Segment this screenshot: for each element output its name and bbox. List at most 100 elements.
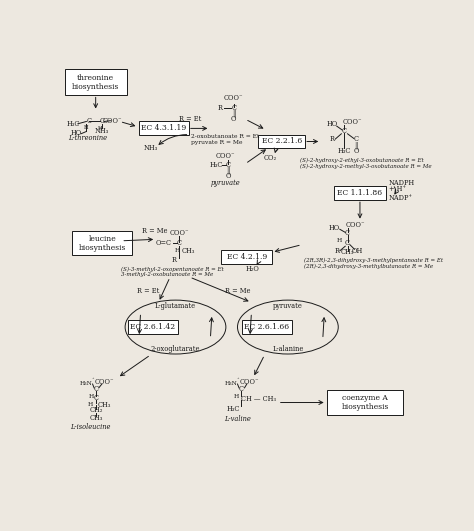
Text: CH₃: CH₃: [341, 249, 354, 256]
Text: O: O: [226, 172, 231, 180]
Text: H₃N: H₃N: [225, 381, 238, 386]
FancyBboxPatch shape: [334, 186, 385, 200]
Text: H₃C: H₃C: [338, 147, 351, 155]
Text: EC 2.2.1.6: EC 2.2.1.6: [262, 138, 302, 145]
Text: (2R)-2,3-dihydroxy-3-methylbutanoate R = Me: (2R)-2,3-dihydroxy-3-methylbutanoate R =…: [304, 263, 433, 269]
Text: COO⁻: COO⁻: [239, 378, 259, 386]
Text: 2-oxobutanoate R = Et: 2-oxobutanoate R = Et: [191, 134, 259, 139]
Text: (S)-2-hydroxy-2-ethyl-3-oxobutanoate R = Et: (S)-2-hydroxy-2-ethyl-3-oxobutanoate R =…: [300, 158, 423, 164]
FancyBboxPatch shape: [139, 122, 189, 135]
Text: (2R,3R)-2,3-dihydroxy-3-methylpentanoate R = Et: (2R,3R)-2,3-dihydroxy-3-methylpentanoate…: [304, 258, 443, 263]
Text: pyruvate R = Me: pyruvate R = Me: [191, 140, 243, 145]
Text: NADPH: NADPH: [389, 179, 415, 187]
Text: H: H: [174, 249, 180, 253]
Text: H₃N: H₃N: [80, 381, 93, 386]
Text: C: C: [354, 135, 358, 143]
Text: EC 1.1.1.86: EC 1.1.1.86: [337, 189, 383, 197]
Text: C: C: [177, 239, 182, 247]
Text: + H⁺: + H⁺: [389, 185, 406, 193]
Text: (S)-3-methyl-2-oxopentanoate R = Et: (S)-3-methyl-2-oxopentanoate R = Et: [121, 267, 224, 272]
Text: COO⁻: COO⁻: [342, 118, 362, 126]
Text: H: H: [84, 125, 89, 130]
Text: CH₃: CH₃: [98, 401, 111, 409]
Text: ‖: ‖: [227, 167, 230, 175]
Text: threonine
biosynthesis: threonine biosynthesis: [72, 74, 119, 91]
FancyBboxPatch shape: [221, 250, 273, 264]
Text: COO⁻: COO⁻: [94, 378, 114, 386]
Text: pyruvate: pyruvate: [211, 179, 241, 187]
Text: H₃C: H₃C: [227, 405, 240, 413]
FancyBboxPatch shape: [258, 134, 305, 149]
Text: R: R: [172, 256, 176, 264]
Text: ⁺: ⁺: [236, 377, 239, 382]
FancyBboxPatch shape: [128, 320, 178, 334]
Text: C: C: [94, 384, 99, 392]
Text: C: C: [345, 229, 350, 237]
Text: CH₂: CH₂: [90, 406, 103, 414]
Text: C: C: [231, 105, 236, 113]
Text: CH — CH₃: CH — CH₃: [241, 395, 276, 402]
Text: NH₃: NH₃: [95, 127, 109, 135]
Text: EC 2.6.1.66: EC 2.6.1.66: [245, 323, 290, 331]
Text: L-isoleucine: L-isoleucine: [70, 423, 110, 431]
Text: EC 4.3.1.19: EC 4.3.1.19: [141, 124, 186, 132]
Text: H: H: [88, 402, 93, 407]
Text: coenzyme A
biosynthesis: coenzyme A biosynthesis: [341, 394, 389, 411]
Text: L-valine: L-valine: [224, 415, 251, 423]
Text: OH: OH: [351, 247, 363, 255]
Text: C: C: [342, 127, 347, 135]
Text: pyruvate: pyruvate: [273, 302, 303, 310]
Text: ⁺: ⁺: [91, 377, 94, 382]
Text: R = Me: R = Me: [225, 287, 250, 295]
Text: R: R: [329, 135, 335, 143]
Text: O: O: [231, 115, 237, 123]
Text: CH₃: CH₃: [181, 247, 195, 255]
Text: C: C: [239, 384, 244, 392]
Text: R: R: [334, 247, 339, 255]
Text: HO: HO: [71, 129, 82, 137]
Text: H: H: [233, 394, 238, 399]
Text: C: C: [226, 161, 231, 169]
Text: O=C: O=C: [156, 239, 172, 247]
Text: NADP⁺: NADP⁺: [389, 194, 413, 202]
Text: L-alanine: L-alanine: [272, 345, 303, 353]
FancyBboxPatch shape: [64, 69, 127, 95]
FancyBboxPatch shape: [242, 320, 292, 334]
Text: H₂O: H₂O: [246, 266, 260, 273]
Text: (S)-2-hydroxy-2-methyl-3-oxobutanoate R = Me: (S)-2-hydroxy-2-methyl-3-oxobutanoate R …: [300, 164, 431, 169]
Text: H: H: [97, 126, 102, 131]
Text: leucine
biosynthesis: leucine biosynthesis: [79, 235, 126, 252]
FancyBboxPatch shape: [73, 231, 132, 255]
Text: COO⁻: COO⁻: [170, 229, 189, 237]
Text: HO: HO: [327, 120, 337, 128]
Text: ‖: ‖: [232, 110, 235, 118]
FancyBboxPatch shape: [328, 390, 402, 415]
Text: CO₂: CO₂: [264, 153, 277, 161]
Text: COO⁻: COO⁻: [346, 221, 365, 229]
Text: C: C: [345, 239, 350, 247]
Text: EC 2.6.1.42: EC 2.6.1.42: [130, 323, 175, 331]
Text: R: R: [218, 105, 223, 113]
Text: C: C: [86, 117, 91, 125]
Text: C: C: [94, 394, 99, 402]
Text: H: H: [337, 238, 342, 243]
Text: O: O: [353, 147, 359, 155]
Text: L-glutamate: L-glutamate: [155, 302, 196, 310]
Text: C: C: [100, 117, 104, 125]
Text: R = Et: R = Et: [137, 287, 160, 295]
Text: COO⁻: COO⁻: [224, 95, 243, 102]
Text: EC 4.2.1.9: EC 4.2.1.9: [227, 253, 267, 261]
Text: H₃C: H₃C: [66, 120, 80, 128]
Text: L-threonine: L-threonine: [68, 134, 108, 142]
Text: CH₃: CH₃: [90, 414, 103, 422]
Text: H₃C: H₃C: [210, 161, 223, 169]
Text: 2-oxoglutarate: 2-oxoglutarate: [151, 345, 200, 353]
Text: H: H: [89, 394, 94, 399]
Text: R = Me: R = Me: [142, 227, 168, 235]
Text: R = Et: R = Et: [179, 115, 202, 123]
Text: NH₃: NH₃: [144, 144, 158, 152]
Text: COO⁻: COO⁻: [216, 152, 236, 160]
Text: ‖: ‖: [355, 141, 358, 149]
Text: COO⁻: COO⁻: [102, 117, 122, 125]
Text: 3-methyl-2-oxobutanoate R = Me: 3-methyl-2-oxobutanoate R = Me: [121, 272, 213, 277]
